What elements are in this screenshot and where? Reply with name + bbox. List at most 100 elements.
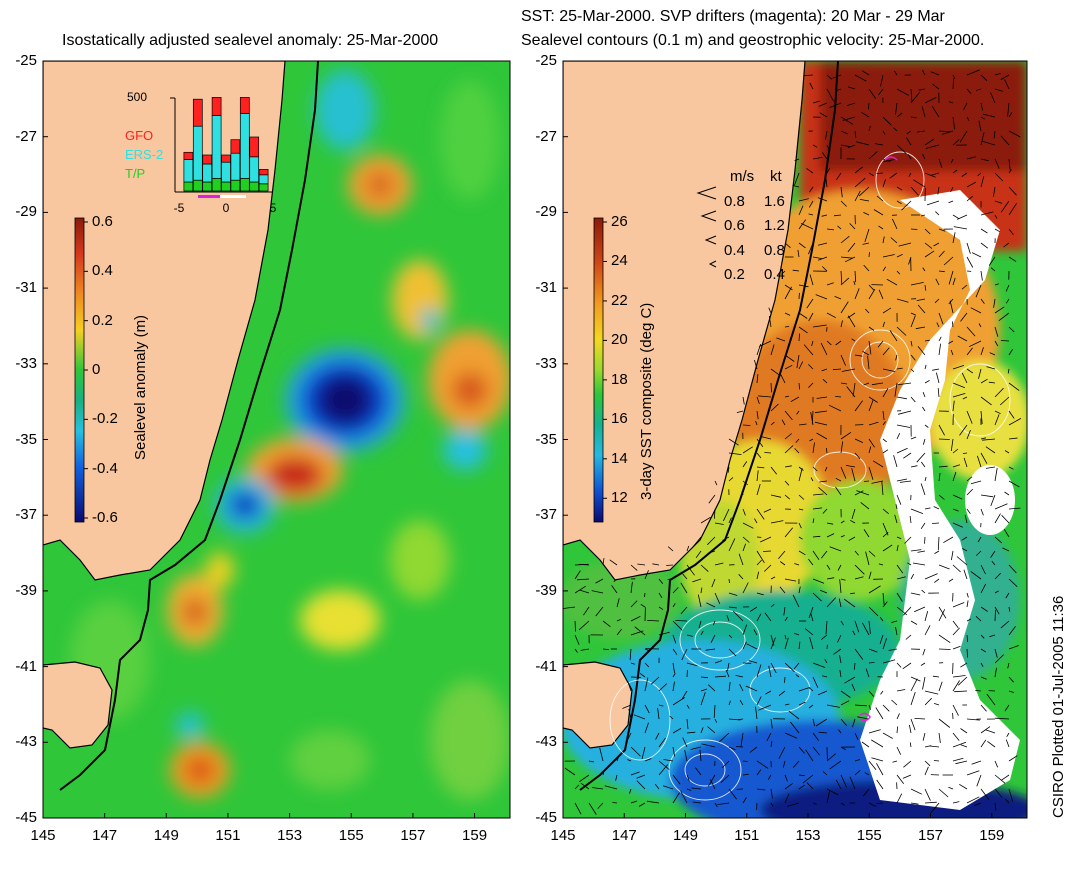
y-tick-label: -31	[15, 279, 37, 297]
inset-bar-gfo	[192, 98, 203, 127]
x-tick-label: 145	[30, 827, 56, 844]
inset-bar-ers	[221, 161, 231, 183]
y-tick-label: -25	[15, 52, 37, 69]
y-tick-label: -39	[15, 581, 37, 599]
inset-legend-entry: GFO	[125, 128, 154, 143]
inset-bar-tp	[183, 181, 194, 192]
inset-bar-tp	[249, 181, 260, 192]
inset-bar-gfo	[211, 97, 222, 116]
right-colorbar-label: 3-day SST composite (deg C)	[638, 302, 655, 500]
inset-bar-ers	[230, 152, 241, 181]
colorbar-tick-label: 14	[611, 449, 628, 467]
inset-legend-entry: T/P	[125, 166, 146, 181]
x-tick-label: 155	[338, 827, 364, 844]
plot-credit: CSIRO Plotted 01-Jul-2005 11:36	[1050, 595, 1067, 818]
y-tick-label: -39	[535, 581, 557, 599]
colorbar-tick-label: 18	[611, 370, 628, 388]
velocity-ms-value: 0.4	[724, 241, 745, 259]
y-tick-label: -33	[535, 354, 557, 372]
x-tick-label: 159	[462, 827, 488, 844]
velocity-kt-value: 0.8	[764, 241, 785, 259]
inset-bar-gfo	[249, 136, 260, 158]
inset-bar-ers	[239, 113, 250, 179]
sst-map	[563, 61, 1027, 818]
inset-bar-tp	[230, 179, 241, 192]
velocity-ms-value: 0.8	[724, 192, 745, 210]
velocity-kt-value: 0.4	[764, 266, 785, 283]
inset-ymax-label: 500	[127, 90, 148, 104]
colorbar-tick-label: -0.6	[92, 509, 118, 526]
sealevel-colorbar	[74, 217, 85, 523]
x-tick-label: 157	[400, 827, 426, 844]
colorbar-tick-label: -0.2	[92, 410, 118, 428]
sst-colorbar	[593, 217, 604, 523]
x-tick-label: 153	[795, 827, 821, 844]
x-tick-label: 151	[215, 827, 241, 844]
velocity-legend-header-ms: m/s	[730, 168, 755, 185]
velocity-kt-value: 1.2	[764, 217, 785, 234]
inset-x-tick-label: 5	[269, 201, 277, 215]
velocity-legend-row: 0.2 0.4	[724, 263, 785, 288]
y-tick-label: -41	[535, 657, 557, 675]
x-tick-label: 151	[734, 827, 760, 844]
right-panel-title-line1: SST: 25-Mar-2000. SVP drifters (magenta)…	[521, 8, 945, 25]
inset-x-tick-label: -5	[173, 201, 185, 215]
colorbar-tick-label: 0.2	[92, 311, 113, 329]
colorbar-tick-label: 16	[611, 410, 628, 428]
y-tick-label: -27	[535, 127, 557, 145]
colorbar-tick-label: 26	[611, 213, 628, 230]
inset-bar-ers	[211, 115, 222, 179]
colorbar-tick-label: 12	[611, 489, 628, 507]
colorbar-tick-label: 22	[611, 291, 628, 309]
right-panel-title-line2: Sealevel contours (0.1 m) and geostrophi…	[521, 32, 985, 49]
y-tick-label: -37	[535, 506, 557, 524]
inset-bar-ers	[192, 125, 203, 181]
velocity-legend-arrows	[696, 186, 717, 268]
y-tick-label: -31	[535, 279, 557, 297]
x-tick-label: 155	[856, 827, 882, 844]
y-tick-label: -43	[535, 733, 557, 751]
x-tick-label: 149	[672, 827, 699, 844]
y-tick-label: -45	[15, 809, 37, 826]
x-tick-label: 159	[979, 827, 1005, 844]
inset-bar-tp	[192, 179, 203, 192]
y-tick-label: -29	[15, 203, 37, 221]
inset-bar-gfo	[183, 151, 194, 160]
colorbar-tick-label: 0.4	[92, 262, 113, 280]
inset-x-tick-label: 0	[222, 201, 230, 215]
velocity-ms-value: 0.2	[724, 266, 745, 283]
x-tick-label: 147	[92, 827, 118, 844]
inset-bar-tp	[202, 181, 213, 192]
inset-bar-tp	[211, 178, 222, 192]
y-tick-label: -35	[535, 430, 557, 448]
velocity-ms-value: 0.6	[724, 217, 745, 234]
velocity-legend: m/s kt 0.8 1.6 0.6 1.2 0.4 0.8 0.2 0.4	[724, 165, 785, 288]
colorbar-tick-label: 20	[611, 331, 628, 349]
velocity-legend-row: 0.4 0.8	[724, 239, 785, 264]
inset-bar-gfo	[239, 97, 250, 114]
colorbar-tick-label: 0	[92, 361, 101, 378]
y-tick-label: -29	[535, 203, 557, 221]
inset-legend-entry: ERS-2	[125, 147, 164, 162]
inset-bar-tp	[239, 178, 250, 192]
velocity-legend-row: 0.8 1.6	[724, 190, 785, 215]
inset-bar-gfo	[202, 154, 213, 165]
inset-bar-gfo	[258, 169, 269, 176]
left-panel-title: Isostatically adjusted sealevel anomaly:…	[62, 32, 439, 49]
inset-bar-tp	[221, 181, 231, 192]
x-tick-label: 149	[153, 827, 179, 844]
velocity-kt-value: 1.6	[764, 192, 785, 210]
y-tick-label: -35	[15, 430, 37, 448]
colorbar-tick-label: -0.4	[92, 459, 118, 477]
velocity-legend-header-kt: kt	[770, 168, 782, 185]
inset-bar-gfo	[221, 154, 231, 163]
altimeter-histogram-inset	[170, 97, 272, 198]
y-tick-label: -33	[15, 354, 37, 372]
inset-bar-ers	[249, 156, 260, 183]
y-tick-label: -27	[15, 127, 37, 145]
inset-bar-ers	[202, 163, 213, 183]
y-tick-label: -45	[535, 809, 557, 826]
x-tick-label: 147	[611, 827, 637, 844]
colorbar-tick-label: 0.6	[92, 213, 113, 230]
